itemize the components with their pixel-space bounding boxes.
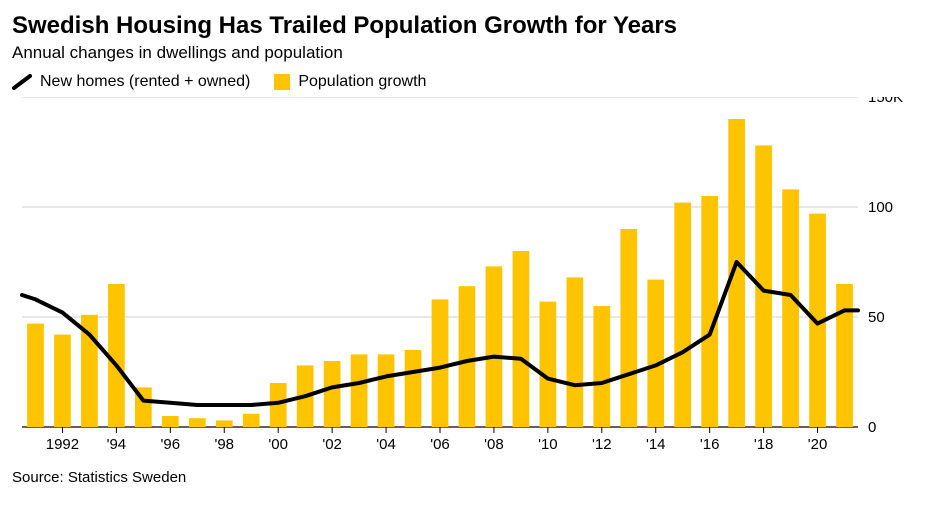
x-tick-label: '94 [107, 436, 127, 453]
bar [836, 284, 853, 427]
y-tick-label: 100 [868, 199, 893, 216]
chart-title: Swedish Housing Has Trailed Population G… [12, 12, 918, 41]
bar [324, 361, 341, 427]
legend-bar-icon [274, 74, 290, 90]
bar [243, 414, 260, 427]
x-tick-label: '98 [214, 436, 234, 453]
legend-bar-label: Population growth [298, 73, 426, 91]
x-tick-label: 1992 [46, 436, 79, 453]
plot-area: 0 50 100 150K 1992 '94 '96 '98 '00 '02 '04 '06 '08 '1… [12, 97, 918, 457]
bar [108, 284, 125, 427]
legend-item-line: New homes (rented + owned) [12, 73, 250, 91]
legend-item-bar: Population growth [274, 73, 426, 91]
legend: New homes (rented + owned) Population gr… [12, 73, 918, 91]
bar [513, 251, 530, 427]
bar [162, 416, 179, 427]
legend-line-icon [12, 74, 32, 90]
bar [351, 354, 368, 427]
x-tick-label: '12 [592, 436, 612, 453]
bar [674, 202, 691, 426]
chart-svg: 0 50 100 150K 1992 '94 '96 '98 '00 '02 '04 '06 '08 '1… [12, 97, 918, 457]
bar [540, 301, 557, 426]
bar [486, 266, 503, 427]
bar [647, 279, 664, 426]
x-tick-label: '16 [700, 436, 720, 453]
y-tick-label: 50 [868, 309, 885, 326]
chart-subtitle: Annual changes in dwellings and populati… [12, 43, 918, 63]
bar [620, 229, 637, 427]
bar [701, 196, 718, 427]
bar [189, 418, 206, 427]
bar [54, 334, 71, 426]
x-tick-label: '10 [538, 436, 558, 453]
bar [566, 277, 583, 427]
y-tick-label: 150K [868, 97, 903, 106]
legend-line-label: New homes (rented + owned) [40, 73, 250, 91]
x-tick-label: '06 [430, 436, 450, 453]
bar [378, 354, 395, 427]
bar [593, 306, 610, 427]
chart-container: Swedish Housing Has Trailed Population G… [0, 0, 930, 531]
bar [405, 350, 422, 427]
bar [27, 323, 44, 426]
x-tick-label: '14 [646, 436, 666, 453]
x-tick-label: '02 [322, 436, 342, 453]
y-tick-label: 0 [868, 419, 876, 436]
x-tick-label: '96 [161, 436, 181, 453]
bar [216, 420, 233, 427]
bar [459, 286, 476, 427]
x-tick-label: '08 [484, 436, 504, 453]
source-line: Source: Statistics Sweden [12, 469, 918, 486]
bar [432, 299, 449, 427]
x-tick-label: '18 [754, 436, 774, 453]
x-tick-label: '20 [808, 436, 828, 453]
x-tick-label: '00 [268, 436, 288, 453]
x-tick-label: '04 [376, 436, 396, 453]
bar [782, 189, 799, 427]
